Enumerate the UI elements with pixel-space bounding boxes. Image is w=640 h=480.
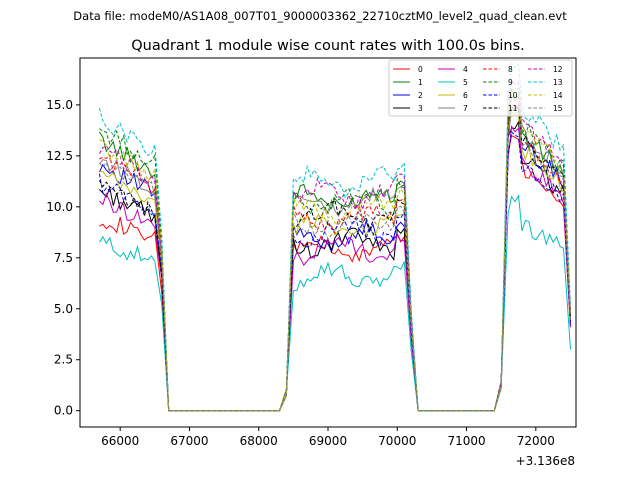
series-line-1 <box>98 93 571 412</box>
legend-label-12: 12 <box>553 65 563 74</box>
legend-label-0: 0 <box>418 65 423 74</box>
legend-label-1: 1 <box>418 78 423 87</box>
legend-label-14: 14 <box>553 91 563 100</box>
series-line-11 <box>98 105 571 412</box>
series-line-4 <box>99 125 571 412</box>
x-offset-label: +3.136e8 <box>516 454 575 468</box>
legend-label-4: 4 <box>463 65 468 74</box>
x-tick-label: 67000 <box>170 434 208 448</box>
series-line-15 <box>99 106 571 412</box>
series-line-12 <box>98 80 571 412</box>
legend-label-3: 3 <box>418 104 423 113</box>
x-tick-label: 69000 <box>309 434 347 448</box>
series-line-5 <box>98 193 571 412</box>
chart-title: Quadrant 1 module wise count rates with … <box>131 38 525 54</box>
legend-label-6: 6 <box>463 91 468 100</box>
legend-label-2: 2 <box>418 91 423 100</box>
y-tick-label: 7.5 <box>54 251 73 265</box>
legend-label-10: 10 <box>508 91 518 100</box>
legend-label-7: 7 <box>463 104 468 113</box>
series-line-8 <box>99 102 571 412</box>
y-tick-label: 10.0 <box>46 200 73 214</box>
legend-label-15: 15 <box>553 104 563 113</box>
y-tick-label: 15.0 <box>46 98 73 112</box>
series-line-6 <box>99 111 571 412</box>
y-tick-label: 12.5 <box>46 149 73 163</box>
legend-label-11: 11 <box>508 104 518 113</box>
axis-layer: 66000 67000 68000 69000 70000 71000 72000 0.0 2.… <box>46 98 555 448</box>
legend-label-5: 5 <box>463 78 468 87</box>
y-tick-label: 0.0 <box>54 404 73 418</box>
legend-box <box>388 59 573 117</box>
series-line-14 <box>99 89 571 412</box>
x-tick-label: 71000 <box>447 434 485 448</box>
x-tick-label: 70000 <box>378 434 416 448</box>
legend-label-9: 9 <box>508 78 513 87</box>
x-tick-label: 68000 <box>240 434 278 448</box>
series-line-9 <box>99 88 571 412</box>
legend-label-8: 8 <box>508 65 513 74</box>
x-tick-label: 72000 <box>517 434 555 448</box>
series-line-13 <box>98 62 571 412</box>
legend-label-13: 13 <box>553 78 563 87</box>
series-line-0 <box>99 134 571 412</box>
x-tick-label: 66000 <box>101 434 139 448</box>
series-line-7 <box>99 88 571 412</box>
series-line-10 <box>98 130 571 412</box>
y-tick-label: 2.5 <box>54 353 73 367</box>
plot-layer <box>98 62 571 412</box>
suptitle: Data file: modeM0/AS1A08_007T01_90000033… <box>73 9 567 23</box>
y-tick-label: 5.0 <box>54 302 73 316</box>
